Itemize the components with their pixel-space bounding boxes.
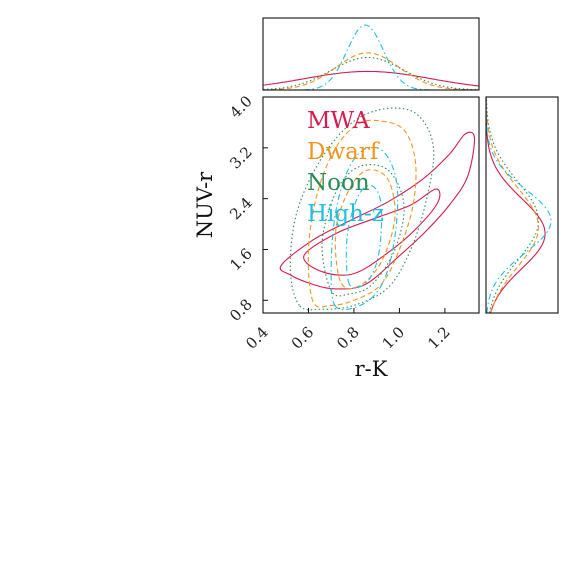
y-tick-label: 0.8 bbox=[226, 295, 256, 325]
x-tick-label: 0.8 bbox=[333, 323, 363, 353]
legend-entry-dwarf: Dwarf bbox=[307, 139, 380, 165]
x-marginal-panel bbox=[262, 17, 480, 91]
high-z-y-marginal bbox=[485, 97, 552, 314]
y-tick-label: 2.4 bbox=[226, 194, 256, 224]
y-marginal-frame bbox=[485, 96, 559, 314]
x-tick-label: 1.2 bbox=[424, 323, 454, 353]
noon-contour-2 bbox=[321, 164, 405, 297]
noon-x-marginal bbox=[262, 56, 479, 91]
legend-entry-mwa: MWA bbox=[307, 108, 370, 134]
y-tick-label: 1.6 bbox=[226, 245, 256, 275]
legend-entry-high-z: High-z bbox=[307, 201, 384, 227]
x-tick-label: 0.4 bbox=[242, 323, 272, 353]
mwa-x-marginal bbox=[262, 70, 480, 87]
x-marginal-frame bbox=[262, 17, 480, 91]
y-tick-label: 4.0 bbox=[226, 92, 256, 122]
y-tick-label: 3.2 bbox=[226, 143, 256, 173]
legend-entry-noon: Noon bbox=[307, 170, 370, 196]
dwarf-y-marginal bbox=[485, 96, 539, 314]
dwarf-x-marginal bbox=[263, 52, 479, 91]
y-axis-title: NUV-r bbox=[193, 171, 217, 238]
dwarf-contour-1 bbox=[307, 119, 417, 308]
joint-frame bbox=[262, 96, 480, 314]
x-tick-label: 1.0 bbox=[379, 323, 409, 353]
x-axis-title: r-K bbox=[355, 357, 388, 381]
dwarf-contour-2 bbox=[334, 169, 396, 290]
mwa-contour-2 bbox=[303, 188, 441, 276]
mwa-y-marginal bbox=[485, 97, 546, 314]
high-z-contour-1 bbox=[330, 146, 399, 311]
high-z-contour-2 bbox=[345, 184, 383, 289]
legend: MWA Dwarf Noon High-z bbox=[307, 108, 384, 227]
noon-contour-1 bbox=[289, 107, 435, 311]
mwa-contour-1 bbox=[279, 131, 476, 290]
y-marginal-panel bbox=[485, 96, 559, 314]
x-tick-label: 0.6 bbox=[288, 323, 318, 353]
